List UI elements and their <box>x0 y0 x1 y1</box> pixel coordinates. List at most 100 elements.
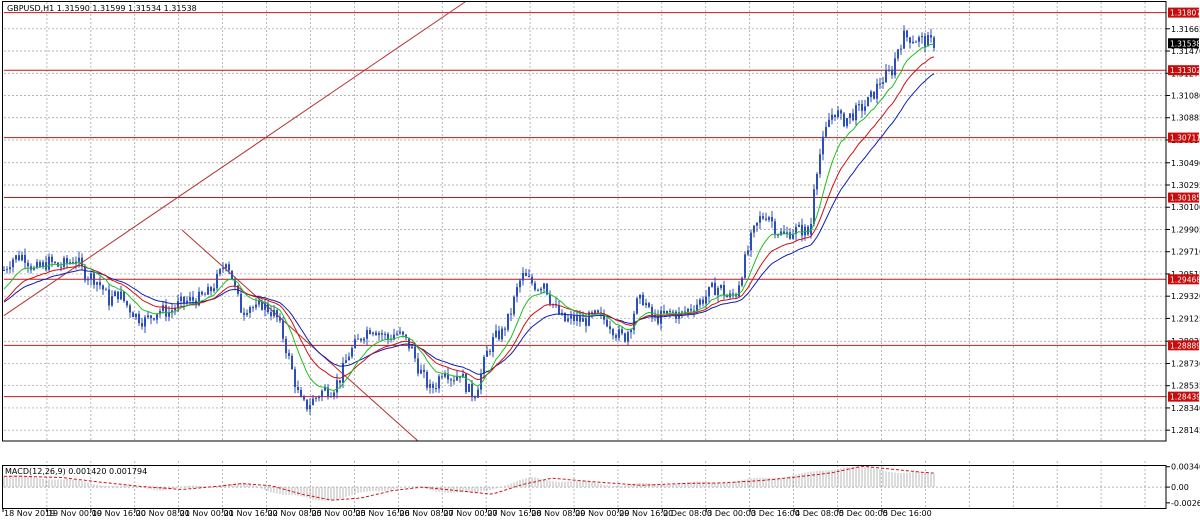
candle-body <box>753 225 755 233</box>
candle-body <box>402 331 404 335</box>
candle-body <box>522 272 524 281</box>
macd-signal-line <box>4 465 935 501</box>
level-price-box <box>1168 65 1199 76</box>
candle-body <box>573 315 575 321</box>
candle-body <box>39 262 41 267</box>
candle-body <box>588 312 590 326</box>
candle-body <box>837 110 839 118</box>
candle-body <box>447 373 449 380</box>
candle-body <box>372 332 374 335</box>
candle-body <box>228 264 230 271</box>
candle-body <box>915 41 917 43</box>
time-tick-label: 5 Dec 16:00 <box>883 509 932 518</box>
candle-body <box>450 379 452 381</box>
time-tick-label: 21 Nov 00:00 <box>180 509 234 518</box>
macd-tick-label: -0.00264 <box>1171 499 1200 508</box>
candle-body <box>6 269 8 271</box>
candle-body <box>126 300 128 306</box>
candle-body <box>636 298 638 314</box>
candle-body <box>810 223 812 235</box>
candle-body <box>564 312 566 322</box>
candle-body <box>531 276 533 284</box>
candle-body <box>909 37 911 43</box>
candle-body <box>558 305 560 315</box>
candle-body <box>612 329 614 336</box>
candle-body <box>591 312 593 314</box>
uptrend-line <box>3 1 466 316</box>
candle-body <box>9 267 11 270</box>
candle-body <box>420 369 422 374</box>
candle-body <box>147 315 149 318</box>
price-tick-label: 1.31470 <box>1171 47 1200 56</box>
candle-body <box>93 273 95 285</box>
candle-body <box>15 255 17 260</box>
candle-body <box>516 287 518 297</box>
candle-body <box>123 291 125 301</box>
time-tick-label: 22 Nov 08:00 <box>268 509 322 518</box>
level-price-label: 1.30711 <box>1170 134 1200 143</box>
candle-body <box>117 291 119 300</box>
candle-body <box>906 30 908 38</box>
candle-body <box>24 254 26 263</box>
candle-body <box>312 398 314 406</box>
candle-body <box>714 282 716 296</box>
candle-body <box>486 351 488 357</box>
candle-body <box>153 318 155 320</box>
candle-body <box>333 392 335 397</box>
candle-body <box>363 338 365 341</box>
candle-body <box>201 291 203 295</box>
candle-body <box>132 312 134 318</box>
candle-body <box>219 269 221 274</box>
candle-body <box>864 106 866 111</box>
macd-tick-label: 0.00 <box>1171 483 1189 492</box>
candle-body <box>669 310 671 312</box>
candle-body <box>303 397 305 400</box>
candle-body <box>156 314 158 320</box>
candle-body <box>489 351 491 353</box>
level-price-label: 1.31807 <box>1170 9 1200 18</box>
candle-body <box>705 296 707 304</box>
time-tick-label: 27 Nov 00:00 <box>444 509 498 518</box>
time-tick-label: 18 Nov 2019 <box>4 509 55 518</box>
price-tick-label: 1.29320 <box>1171 292 1200 301</box>
candle-body <box>882 82 884 84</box>
candle-body <box>96 282 98 285</box>
candle-body <box>282 320 284 339</box>
price-tick-label: 1.30295 <box>1171 181 1200 190</box>
candle-body <box>885 70 887 83</box>
candle-body <box>900 48 902 50</box>
candle-body <box>693 310 695 312</box>
candle-body <box>861 104 863 111</box>
candle-body <box>456 376 458 381</box>
candle-body <box>345 360 347 363</box>
candle-body <box>417 358 419 374</box>
candle-body <box>222 268 224 270</box>
ma-slow-line <box>3 73 935 375</box>
main-panel-frame <box>2 1 1167 442</box>
candle-body <box>207 287 209 295</box>
price-tick-label: 1.28145 <box>1171 426 1200 435</box>
candle-body <box>819 154 821 174</box>
candle-body <box>300 390 302 398</box>
candle-body <box>696 304 698 312</box>
candle-body <box>396 333 398 335</box>
candle-body <box>336 380 338 393</box>
candle-body <box>708 286 710 297</box>
candle-body <box>609 326 611 330</box>
candle-body <box>180 296 182 302</box>
candle-body <box>387 333 389 339</box>
candle-body <box>27 262 29 267</box>
candle-body <box>723 284 725 296</box>
candle-body <box>933 37 935 48</box>
candle-body <box>483 356 485 374</box>
level-price-box <box>1168 391 1199 402</box>
candle-body <box>777 234 779 236</box>
candle-body <box>81 257 83 267</box>
candle-body <box>324 387 326 391</box>
current-price-box <box>1168 38 1199 49</box>
candle-body <box>468 383 470 393</box>
candle-body <box>129 305 131 313</box>
candle-body <box>852 113 854 121</box>
candle-body <box>453 380 455 382</box>
candle-body <box>105 289 107 291</box>
